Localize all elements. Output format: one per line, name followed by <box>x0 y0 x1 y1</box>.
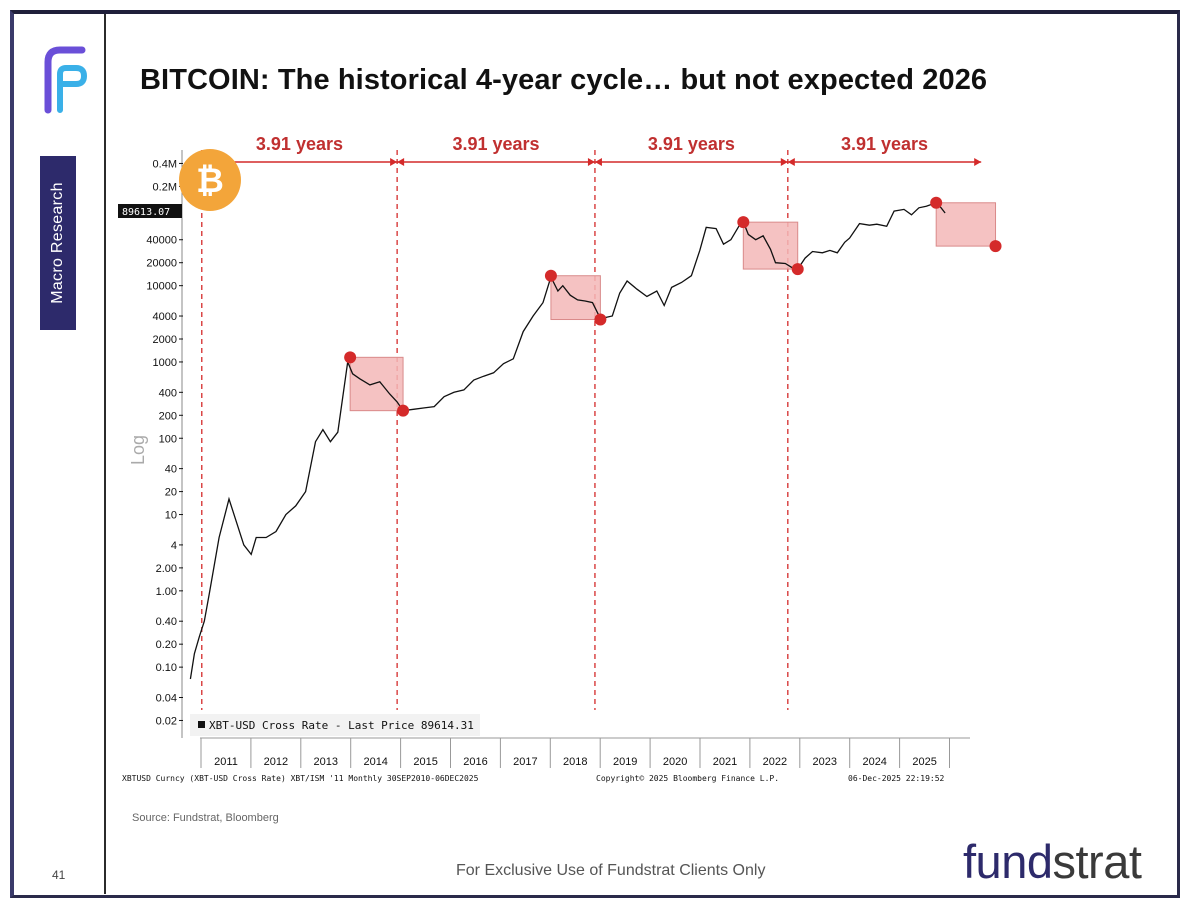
fundstrat-logo-icon <box>44 46 88 114</box>
y-axis: 0.4M 0.2M 40000 20000 10000 4000 2000 1000 400 20… <box>146 150 183 738</box>
peak-point <box>344 351 357 364</box>
y-tick-label: 10 <box>165 510 177 522</box>
y-tick-label: 1.00 <box>156 586 177 598</box>
chart-footnote-left: XBTUSD Curncy (XBT-USD Cross Rate) XBT/I… <box>122 774 479 783</box>
y-tick-label: 0.40 <box>156 616 177 628</box>
peak-point <box>930 196 943 209</box>
y-tick-label: 2000 <box>153 334 177 346</box>
drawdown-points <box>344 196 1002 417</box>
y-tick-label: 0.10 <box>156 662 177 674</box>
x-tick-label: 2012 <box>264 756 288 768</box>
cycle-arrow-head-left <box>397 158 405 166</box>
cycle-duration-label: 3.91 years <box>256 134 343 154</box>
cycle-arrow-head-right <box>390 158 398 166</box>
x-tick-label: 2013 <box>314 756 338 768</box>
cycle-arrow-head-right <box>974 158 982 166</box>
slide-title: BITCOIN: The historical 4-year cycle… bu… <box>140 64 988 96</box>
cycle-arrow-head-right <box>587 158 595 166</box>
y-tick-label: 400 <box>159 387 177 399</box>
chart-footnote-right: 06-Dec-2025 22:19:52 <box>848 774 945 783</box>
x-axis: 2011 2012 2013 2014 2015 2016 2017 2018 2019 2020… <box>200 737 970 768</box>
x-tick-label: 2018 <box>563 756 587 768</box>
x-tick-label: 2017 <box>513 756 537 768</box>
y-tick-label: 0.04 <box>156 693 177 705</box>
x-tick-label: 2024 <box>862 756 886 768</box>
footer-disclaimer: For Exclusive Use of Fundstrat Clients O… <box>456 862 766 879</box>
bitcoin-logo-icon: ₿ <box>179 149 241 211</box>
price-series-line <box>189 202 946 680</box>
cycle-arrow-head-left <box>594 158 602 166</box>
drawdown-boxes <box>349 202 997 412</box>
svg-text:₿: ₿ <box>196 162 224 200</box>
cycle-lines <box>201 150 789 710</box>
x-tick-label: 2014 <box>363 756 387 768</box>
drawdown-box <box>742 221 799 270</box>
last-price-value: 89613.07 <box>122 207 170 218</box>
cycle-arrow-head-left <box>787 158 795 166</box>
peak-point <box>737 216 750 229</box>
brand-part-2: strat <box>1052 835 1142 888</box>
x-tick-label: 2025 <box>912 756 936 768</box>
y-tick-label: 40000 <box>146 235 177 247</box>
x-tick-label: 2016 <box>463 756 487 768</box>
y-tick-label: 2.00 <box>156 563 177 575</box>
last-price-tag <box>118 204 182 218</box>
section-tag-label: Macro Research <box>49 182 67 304</box>
y-tick-label: 1000 <box>153 357 177 369</box>
sidebar-divider <box>104 14 106 894</box>
brand-wordmark: fundstrat <box>963 835 1142 888</box>
trough-point <box>397 404 410 417</box>
drawdown-box <box>935 202 997 247</box>
legend-label: XBT-USD Cross Rate - Last Price 89614.31 <box>209 719 474 732</box>
trough-point <box>791 263 804 276</box>
trough-point <box>594 313 607 326</box>
trough-point <box>989 240 1002 253</box>
drawdown-box <box>349 356 404 412</box>
y-tick-label: 0.2M <box>153 181 177 193</box>
cycle-duration-label: 3.91 years <box>648 134 735 154</box>
drawdown-box <box>550 275 601 321</box>
brand-part-1: fund <box>963 835 1053 888</box>
y-tick-label: 20 <box>165 487 177 499</box>
section-tag: Macro Research <box>40 156 76 330</box>
y-tick-label: 4 <box>171 540 177 552</box>
legend-marker <box>198 721 205 728</box>
y-tick-label: 0.02 <box>156 715 177 727</box>
bitcoin-price-chart: 0.4M 0.2M 40000 20000 10000 4000 2000 1000 400 20… <box>118 134 1002 783</box>
x-tick-label: 2011 <box>214 756 238 768</box>
x-tick-label: 2022 <box>763 756 787 768</box>
x-tick-label: 2019 <box>613 756 637 768</box>
y-tick-label: 40 <box>165 464 177 476</box>
y-axis-label: Log <box>128 435 148 465</box>
source-note: Source: Fundstrat, Bloomberg <box>132 812 279 824</box>
y-tick-label: 0.4M <box>153 158 177 170</box>
y-tick-label: 20000 <box>146 258 177 270</box>
x-tick-label: 2023 <box>813 756 837 768</box>
cycle-duration-label: 3.91 years <box>841 134 928 154</box>
cycle-duration-label: 3.91 years <box>452 134 539 154</box>
page-number: 41 <box>52 868 66 882</box>
chart-footnote-mid: Copyright© 2025 Bloomberg Finance L.P. <box>596 774 779 783</box>
y-tick-label: 200 <box>159 410 177 422</box>
x-tick-label: 2020 <box>663 756 687 768</box>
x-tick-label: 2015 <box>413 756 437 768</box>
cycle-arrows: 3.91 years 3.91 years 3.91 years 3.91 years <box>201 134 982 166</box>
cycle-arrow-head-right <box>780 158 788 166</box>
y-tick-label: 100 <box>159 433 177 445</box>
legend-box <box>190 714 480 736</box>
peak-point <box>544 269 557 282</box>
y-tick-label: 10000 <box>146 281 177 293</box>
y-tick-label: 4000 <box>153 311 177 323</box>
y-tick-label: 0.20 <box>156 639 177 651</box>
x-tick-label: 2021 <box>713 756 737 768</box>
